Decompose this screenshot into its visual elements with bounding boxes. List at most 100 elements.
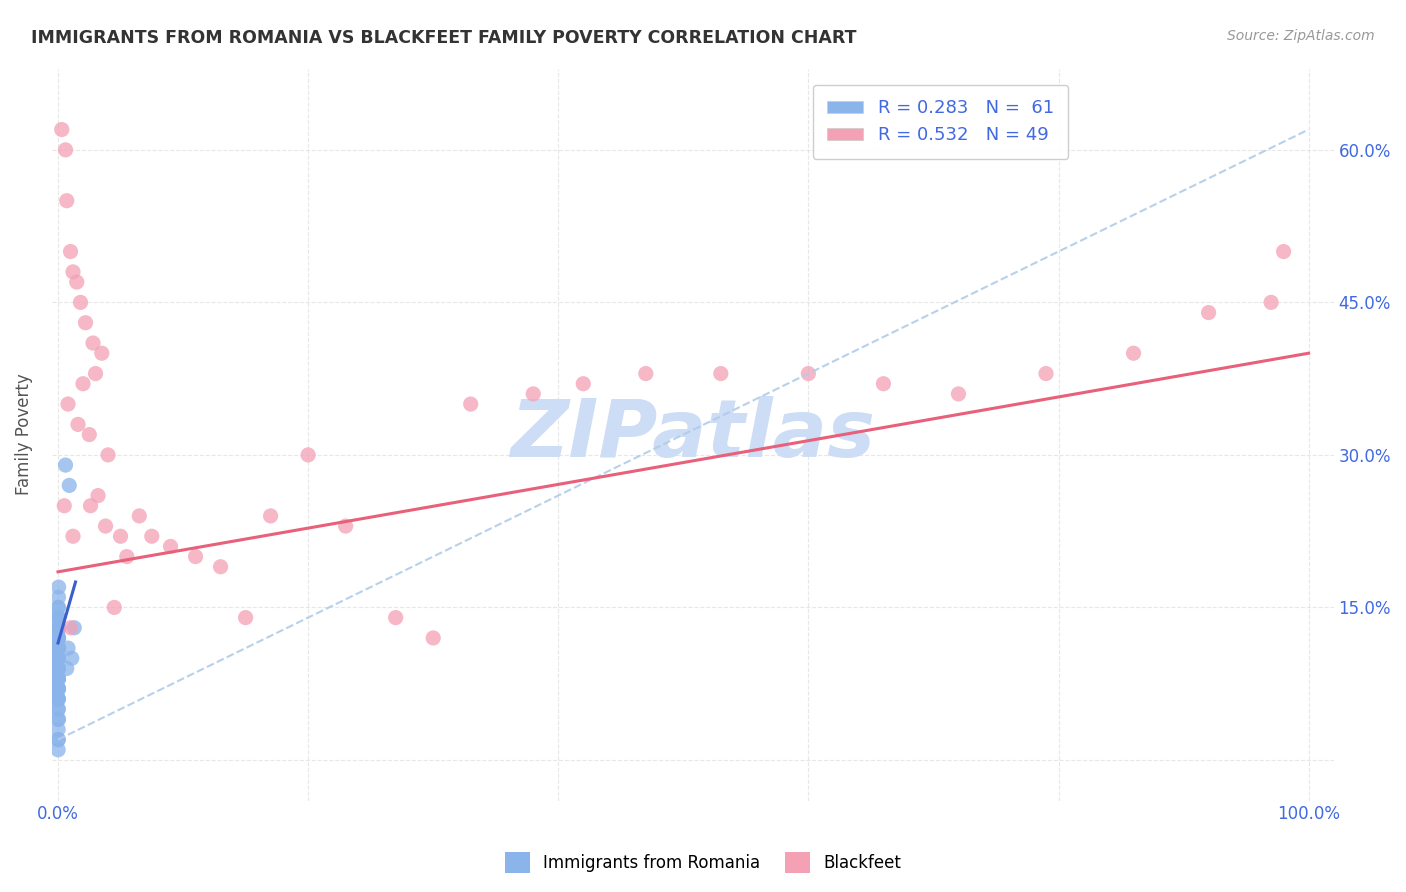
Point [46, 692, 69, 706]
Point [48, 600, 70, 615]
Point [48, 641, 70, 656]
Point [1260, 295, 1282, 310]
Point [55, 661, 77, 675]
Point [87, 489, 110, 503]
Point [77, 427, 100, 442]
Point [62, 529, 84, 543]
Legend: R = 0.283   N =  61, R = 0.532   N = 49: R = 0.283 N = 61, R = 0.532 N = 49 [813, 85, 1069, 159]
Point [48, 610, 70, 624]
Point [58, 478, 80, 492]
Point [48, 681, 70, 696]
Point [66, 417, 89, 432]
Point [46, 651, 69, 665]
Point [46, 723, 69, 737]
Point [797, 367, 820, 381]
Point [46, 661, 69, 675]
Legend: Immigrants from Romania, Blackfeet: Immigrants from Romania, Blackfeet [498, 846, 908, 880]
Point [46, 681, 69, 696]
Point [48, 672, 70, 686]
Point [948, 387, 970, 401]
Point [46, 631, 69, 645]
Point [48, 591, 70, 605]
Point [46, 661, 69, 675]
Point [48, 672, 70, 686]
Point [46, 681, 69, 696]
Point [72, 376, 94, 391]
Point [46, 641, 69, 656]
Point [46, 651, 69, 665]
Point [1035, 367, 1057, 381]
Point [48, 621, 70, 635]
Point [422, 631, 444, 645]
Point [60, 651, 83, 665]
Point [46, 732, 69, 747]
Point [384, 610, 406, 624]
Point [872, 376, 894, 391]
Point [634, 367, 657, 381]
Point [1198, 305, 1220, 319]
Point [46, 672, 69, 686]
Point [46, 702, 69, 716]
Point [46, 661, 69, 675]
Point [46, 692, 69, 706]
Point [46, 651, 69, 665]
Point [79, 499, 101, 513]
Point [46, 651, 69, 665]
Point [59, 621, 82, 635]
Point [53, 499, 76, 513]
Point [84, 367, 107, 381]
Point [48, 641, 70, 656]
Text: Source: ZipAtlas.com: Source: ZipAtlas.com [1227, 29, 1375, 43]
Point [522, 387, 544, 401]
Point [1272, 244, 1295, 259]
Point [572, 376, 595, 391]
Point [235, 610, 257, 624]
Point [69, 295, 91, 310]
Point [48, 681, 70, 696]
Point [46, 651, 69, 665]
Point [46, 692, 69, 706]
Point [46, 621, 69, 635]
Point [46, 712, 69, 726]
Point [63, 621, 86, 635]
Point [62, 265, 84, 279]
Point [48, 712, 70, 726]
Point [128, 508, 150, 523]
Point [48, 621, 70, 635]
Point [56, 641, 79, 656]
Text: IMMIGRANTS FROM ROMANIA VS BLACKFEET FAMILY POVERTY CORRELATION CHART: IMMIGRANTS FROM ROMANIA VS BLACKFEET FAM… [31, 29, 856, 46]
Point [259, 508, 281, 523]
Point [94, 519, 117, 533]
Point [46, 702, 69, 716]
Point [297, 448, 319, 462]
Point [1122, 346, 1144, 360]
Point [48, 672, 70, 686]
Point [48, 661, 70, 675]
Point [48, 610, 70, 624]
Point [159, 540, 181, 554]
Point [48, 661, 70, 675]
Point [55, 194, 77, 208]
Point [55, 143, 77, 157]
Y-axis label: Family Poverty: Family Poverty [15, 374, 32, 495]
Point [48, 672, 70, 686]
Point [97, 448, 120, 462]
Point [51, 122, 73, 136]
Point [710, 367, 733, 381]
Point [46, 661, 69, 675]
Point [335, 519, 357, 533]
Point [46, 692, 69, 706]
Point [48, 672, 70, 686]
Point [48, 641, 70, 656]
Point [103, 600, 125, 615]
Point [48, 621, 70, 635]
Text: ZIPatlas: ZIPatlas [510, 395, 875, 474]
Point [460, 397, 482, 411]
Point [46, 743, 69, 757]
Point [184, 549, 207, 564]
Point [115, 549, 138, 564]
Point [46, 610, 69, 624]
Point [46, 732, 69, 747]
Point [56, 397, 79, 411]
Point [46, 631, 69, 645]
